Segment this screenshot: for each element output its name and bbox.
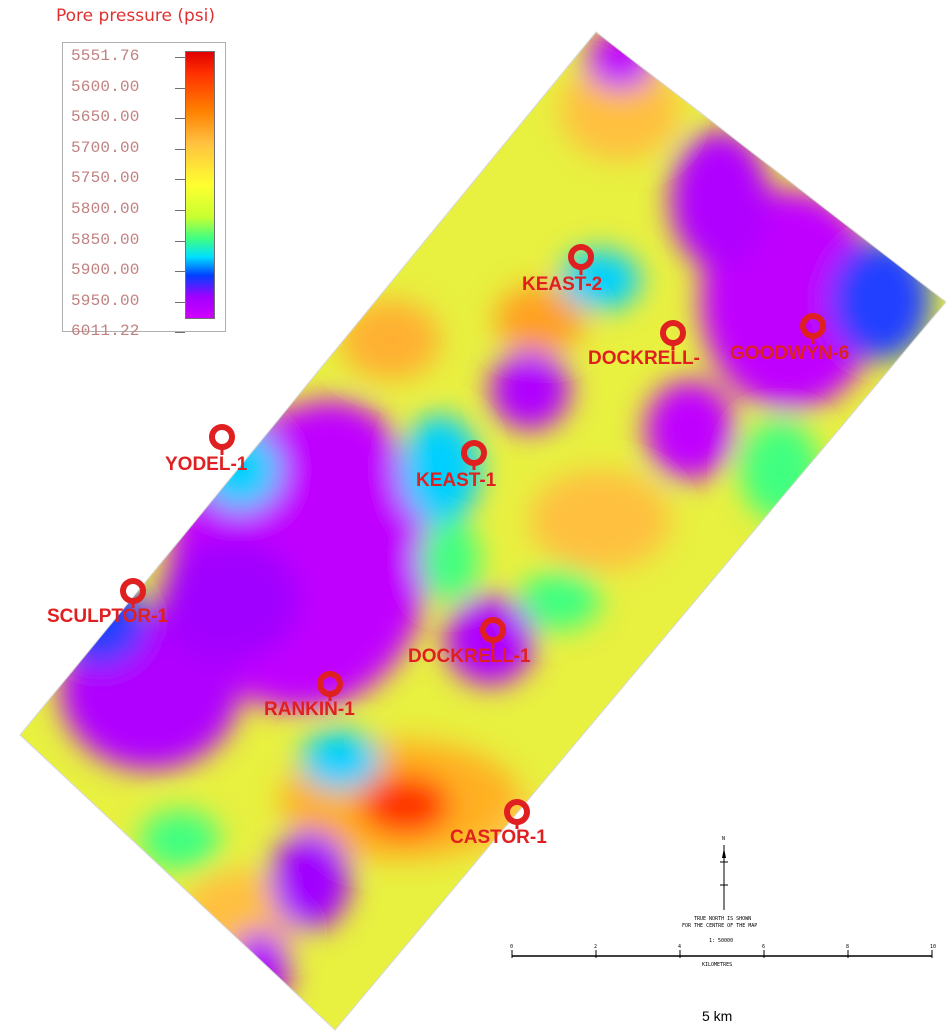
legend-tick-label: 6011.22 [71, 322, 140, 341]
scale-caption: 5 km [702, 1008, 733, 1024]
well-marker-icon [209, 424, 235, 450]
scale-bar: N TRUE NORTH IS SHOWN FOR THE CENTRE OF … [510, 836, 936, 968]
north-label: N [722, 836, 725, 842]
well-label: SCULPTOR-1 [47, 606, 168, 627]
well-dockrell-1[interactable]: DOCKRELL-1 [408, 617, 531, 667]
well-label: YODEL-1 [165, 454, 248, 475]
legend-tick-label: 5800.00 [71, 200, 140, 218]
well-sculptor-1[interactable]: SCULPTOR-1 [47, 578, 168, 627]
legend-tickmark [175, 240, 185, 242]
well-label: RANKIN-1 [264, 699, 355, 720]
legend-tick-label: 5551.76 [71, 47, 140, 65]
pressure-grid [20, 32, 946, 1030]
well-rankin-1[interactable]: RANKIN-1 [264, 671, 355, 720]
well-keast-1[interactable]: KEAST-1 [416, 440, 497, 491]
well-label: KEAST-2 [522, 274, 602, 295]
well-label: DOCKRELL- [588, 348, 700, 369]
legend-tickmark [175, 179, 185, 181]
scale-tick-label: 4 [678, 944, 681, 950]
scale-tick-label: 10 [930, 944, 936, 950]
legend-tickmark [175, 87, 185, 89]
legend-tick-label: 5700.00 [71, 138, 140, 157]
legend-tickmark [175, 210, 185, 211]
well-castor-1[interactable]: CASTOR-1 [450, 799, 547, 848]
legend-tickmark [175, 148, 185, 150]
scale-note-1: TRUE NORTH IS SHOWN [694, 916, 751, 922]
legend-tick-label: 5600.00 [71, 77, 140, 96]
scale-units: KILOMETRES [702, 962, 732, 968]
scale-ratio: 1: 50000 [709, 938, 733, 944]
scale-tick-label: 0 [510, 944, 513, 950]
legend-title: Pore pressure (psi) [56, 6, 215, 26]
legend-tickmark [175, 271, 185, 273]
color-legend: 5551.76 5600.00 5650.00 5700.00 5750.00 5800.… [62, 42, 226, 340]
color-ramp [185, 51, 215, 319]
legend-tick-label: 5650.00 [71, 108, 140, 127]
well-label: GOODWYN-6 [730, 343, 849, 364]
legend-tickmark [175, 332, 185, 334]
well-dockrell-2[interactable]: DOCKRELL- [588, 320, 700, 369]
well-goodwyn-6[interactable]: GOODWYN-6 [730, 313, 849, 364]
well-label: CASTOR-1 [450, 827, 547, 848]
well-label: KEAST-1 [416, 470, 497, 491]
well-label: DOCKRELL-1 [408, 646, 531, 667]
legend-tickmark [175, 57, 185, 58]
scale-tick-label: 8 [846, 944, 849, 950]
scale-note-2: FOR THE CENTRE OF THE MAP [682, 923, 757, 929]
legend-tick-label: 5900.00 [71, 261, 140, 280]
wells-layer: KEAST-2 DOCKRELL- GOODWYN-6 YODEL-1 KEAS… [47, 244, 849, 848]
scale-tick-label: 2 [594, 944, 597, 950]
well-marker-icon [120, 578, 146, 604]
legend-tickmark [175, 118, 185, 120]
legend-tick-label: 5750.00 [71, 169, 140, 188]
well-keast-2[interactable]: KEAST-2 [522, 244, 602, 295]
legend-tickmark [175, 301, 185, 303]
legend-tick-label: 5950.00 [71, 291, 140, 310]
well-yodel-1[interactable]: YODEL-1 [165, 424, 248, 475]
scale-tick-label: 6 [762, 944, 765, 950]
legend-tick-label: 5850.00 [71, 230, 140, 249]
